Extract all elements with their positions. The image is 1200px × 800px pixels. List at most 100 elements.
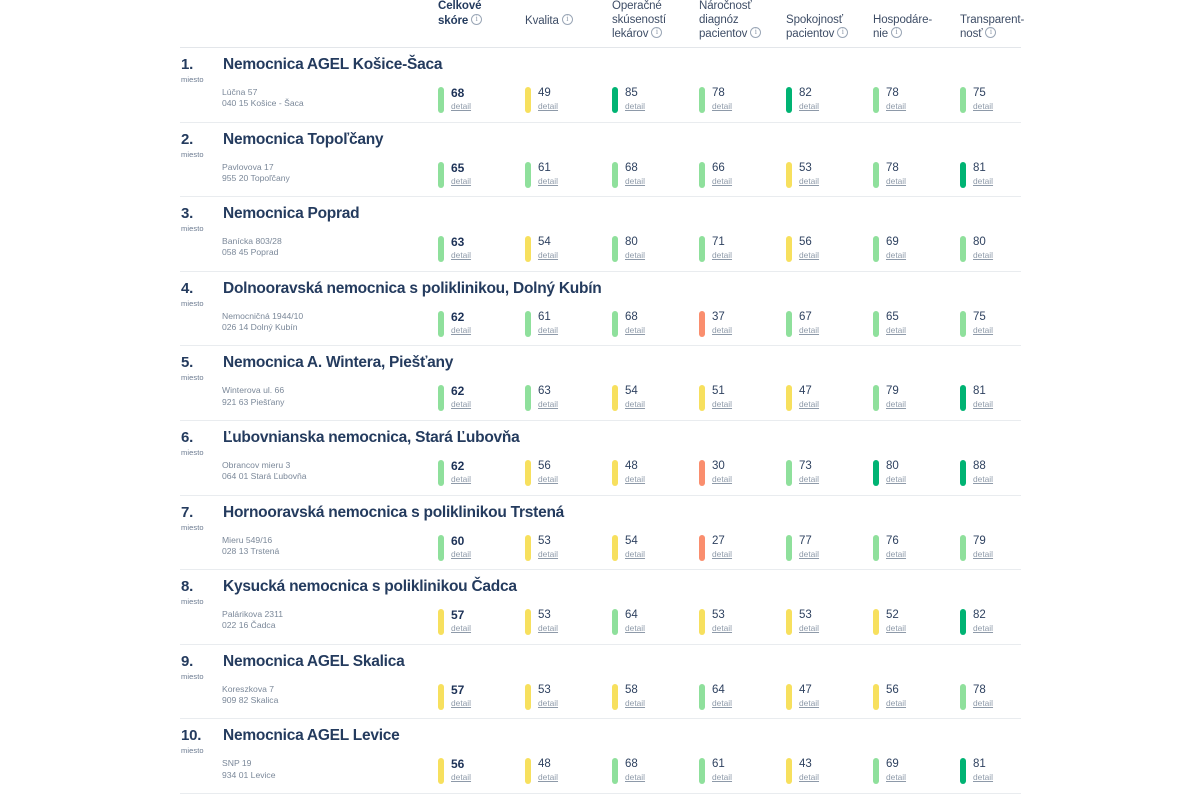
detail-link[interactable]: detail [451,697,472,708]
column-header-2: Operačné skúseností lekárov [612,0,699,41]
header-line-blank [960,0,1043,13]
score-cell: 78 detail [873,87,960,113]
info-icon[interactable] [561,13,573,25]
detail-link[interactable]: detail [973,623,994,634]
detail-link[interactable]: detail [538,399,559,410]
detail-link[interactable]: detail [625,473,646,484]
detail-link[interactable]: detail [538,772,559,783]
detail-link[interactable]: detail [451,324,472,335]
hospital-name-link[interactable]: Nemocnica AGEL Levice [223,727,400,745]
detail-link[interactable]: detail [799,548,820,559]
detail-link[interactable]: detail [625,175,646,186]
detail-link[interactable]: detail [973,399,994,410]
detail-link[interactable]: detail [712,399,733,410]
detail-link[interactable]: detail [451,175,472,186]
score-cell-text: 68 detail [451,87,471,113]
detail-link[interactable]: detail [973,697,994,708]
detail-link[interactable]: detail [886,399,907,410]
detail-link[interactable]: detail [625,548,646,559]
detail-link[interactable]: detail [799,250,820,261]
address-city: 028 13 Trstená [222,545,280,556]
detail-link[interactable]: detail [712,101,733,111]
detail-link[interactable]: detail [538,623,559,634]
detail-link[interactable]: detail [973,101,994,111]
detail-link[interactable]: detail [625,324,646,335]
detail-link[interactable]: detail [799,772,820,783]
score-cell-text: 65 detail [886,311,906,337]
detail-link[interactable]: detail [886,101,907,111]
detail-link[interactable]: detail [451,399,472,410]
info-icon[interactable] [651,26,663,38]
detail-link[interactable]: detail [712,473,733,484]
rank-number: 1. [181,56,194,73]
info-icon[interactable] [985,26,997,38]
detail-link[interactable]: detail [886,623,907,634]
hospital-name-link[interactable]: Nemocnica AGEL Košice-Šaca [223,56,443,73]
info-icon[interactable] [750,26,762,38]
detail-link[interactable]: detail [712,548,733,559]
detail-link[interactable]: detail [712,175,733,186]
hospital-name-link[interactable]: Kysucká nemocnica s poliklinikou Čadca [223,578,517,596]
detail-link[interactable]: detail [799,324,820,335]
detail-link[interactable]: detail [625,250,646,261]
detail-link[interactable]: detail [712,697,733,708]
detail-link[interactable]: detail [538,324,559,335]
detail-link[interactable]: detail [451,101,472,111]
detail-link[interactable]: detail [712,623,733,634]
detail-link[interactable]: detail [538,175,559,186]
detail-link[interactable]: detail [538,697,559,708]
detail-link[interactable]: detail [451,772,472,783]
score-bar-indicator [786,385,792,412]
detail-link[interactable]: detail [973,250,994,261]
detail-link[interactable]: detail [625,772,646,783]
detail-link[interactable]: detail [712,772,733,783]
hospital-name-link[interactable]: Nemocnica Topoľčany [223,130,384,148]
score-value: 49 [538,87,551,99]
detail-link[interactable]: detail [973,548,994,559]
detail-link[interactable]: detail [886,324,907,335]
detail-link[interactable]: detail [886,697,907,708]
detail-link[interactable]: detail [712,250,733,261]
rank-badge: 4. miesto [180,280,223,309]
detail-link[interactable]: detail [451,250,472,261]
hospital-name-link[interactable]: Nemocnica AGEL Skalica [223,652,405,670]
rank-word: miesto [181,597,204,607]
detail-link[interactable]: detail [451,548,472,559]
detail-link[interactable]: detail [886,473,907,484]
info-icon[interactable] [891,26,903,38]
hospital-name-link[interactable]: Nemocnica Poprad [223,205,360,223]
detail-link[interactable]: detail [799,101,820,111]
detail-link[interactable]: detail [886,548,907,559]
detail-link[interactable]: detail [799,623,820,634]
detail-link[interactable]: detail [625,101,646,111]
detail-link[interactable]: detail [799,473,820,484]
hospital-name-link[interactable]: Dolnooravská nemocnica s poliklinikou, D… [223,279,602,297]
detail-link[interactable]: detail [538,548,559,559]
info-icon[interactable] [471,13,483,25]
score-cell: 56 detail [525,459,612,486]
detail-link[interactable]: detail [886,175,907,186]
detail-link[interactable]: detail [625,399,646,410]
detail-link[interactable]: detail [799,697,820,708]
detail-link[interactable]: detail [973,473,994,484]
info-icon[interactable] [837,26,849,38]
detail-link[interactable]: detail [973,324,994,335]
address-city: 909 82 Skalica [222,694,279,705]
detail-link[interactable]: detail [538,250,559,261]
detail-link[interactable]: detail [886,772,907,783]
detail-link[interactable]: detail [451,623,472,634]
hospital-name-link[interactable]: Hornooravská nemocnica s poliklinikou Tr… [223,503,565,521]
detail-link[interactable]: detail [886,250,907,261]
hospital-name-link[interactable]: Nemocnica A. Wintera, Piešťany [223,354,454,372]
detail-link[interactable]: detail [973,175,994,186]
detail-link[interactable]: detail [799,399,820,410]
detail-link[interactable]: detail [538,101,559,111]
hospital-name-link[interactable]: Ľubovnianska nemocnica, Stará Ľubovňa [223,428,520,446]
detail-link[interactable]: detail [451,473,472,484]
detail-link[interactable]: detail [712,324,733,335]
detail-link[interactable]: detail [973,772,994,783]
detail-link[interactable]: detail [799,175,820,186]
detail-link[interactable]: detail [538,473,559,484]
detail-link[interactable]: detail [625,623,646,634]
detail-link[interactable]: detail [625,697,646,708]
